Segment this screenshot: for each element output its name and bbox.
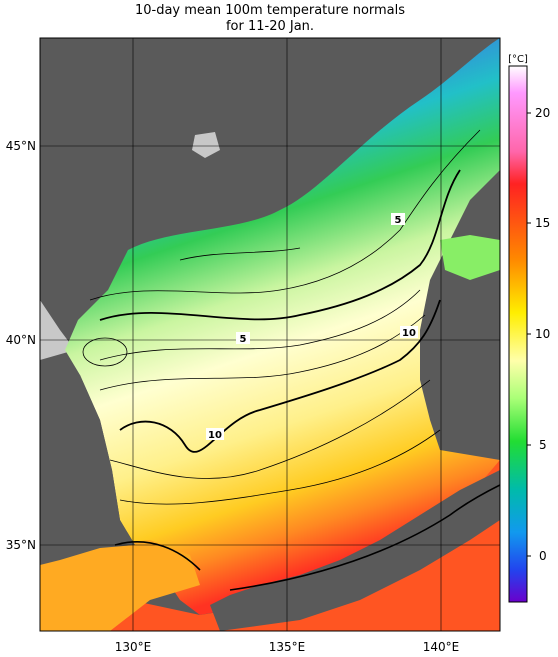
colorbar bbox=[508, 65, 528, 603]
lon-label: 135°E bbox=[269, 640, 306, 654]
contour-label: 5 bbox=[240, 334, 247, 345]
lat-label: 45°N bbox=[6, 139, 36, 153]
contour-label-box bbox=[206, 428, 224, 440]
lon-label: 140°E bbox=[423, 640, 460, 654]
korea-land bbox=[40, 360, 135, 565]
pacific-warm-area bbox=[110, 460, 500, 631]
shelf-area bbox=[40, 300, 75, 360]
colorbar-tick-label: 5 bbox=[539, 438, 547, 452]
contour-label-group bbox=[206, 213, 418, 440]
lat-label: 40°N bbox=[6, 333, 36, 347]
lat-label: 35°N bbox=[6, 538, 36, 552]
contour-label-box bbox=[391, 213, 405, 225]
contour-label-box bbox=[400, 326, 418, 338]
contour-label-box bbox=[236, 332, 250, 344]
colorbar-tick-label: 20 bbox=[535, 106, 550, 120]
colorbar-tick-label: 15 bbox=[535, 216, 550, 230]
sea-area bbox=[65, 38, 500, 615]
contour-lines bbox=[82, 129, 500, 591]
honshu-south-land bbox=[210, 470, 500, 631]
contour-label: 10 bbox=[402, 328, 416, 339]
tsugaru-area bbox=[440, 235, 500, 280]
map-title-line-1: 10-day mean 100m temperature normals bbox=[134, 3, 406, 18]
sea-area-south bbox=[40, 540, 200, 631]
colorbar-unit: [°C] bbox=[508, 54, 528, 65]
lon-label: 130°E bbox=[115, 640, 152, 654]
map-frame bbox=[39, 37, 501, 632]
colorbar-tick-label: 10 bbox=[535, 327, 550, 341]
map-title-line-2: for 11-20 Jan. bbox=[225, 19, 315, 34]
contour-label: 5 bbox=[395, 215, 402, 226]
sakhalin-island bbox=[192, 132, 220, 158]
colorbar-ticks bbox=[527, 112, 531, 557]
contour-label: 10 bbox=[208, 430, 222, 441]
colorbar-tick-label: 0 bbox=[539, 549, 547, 563]
